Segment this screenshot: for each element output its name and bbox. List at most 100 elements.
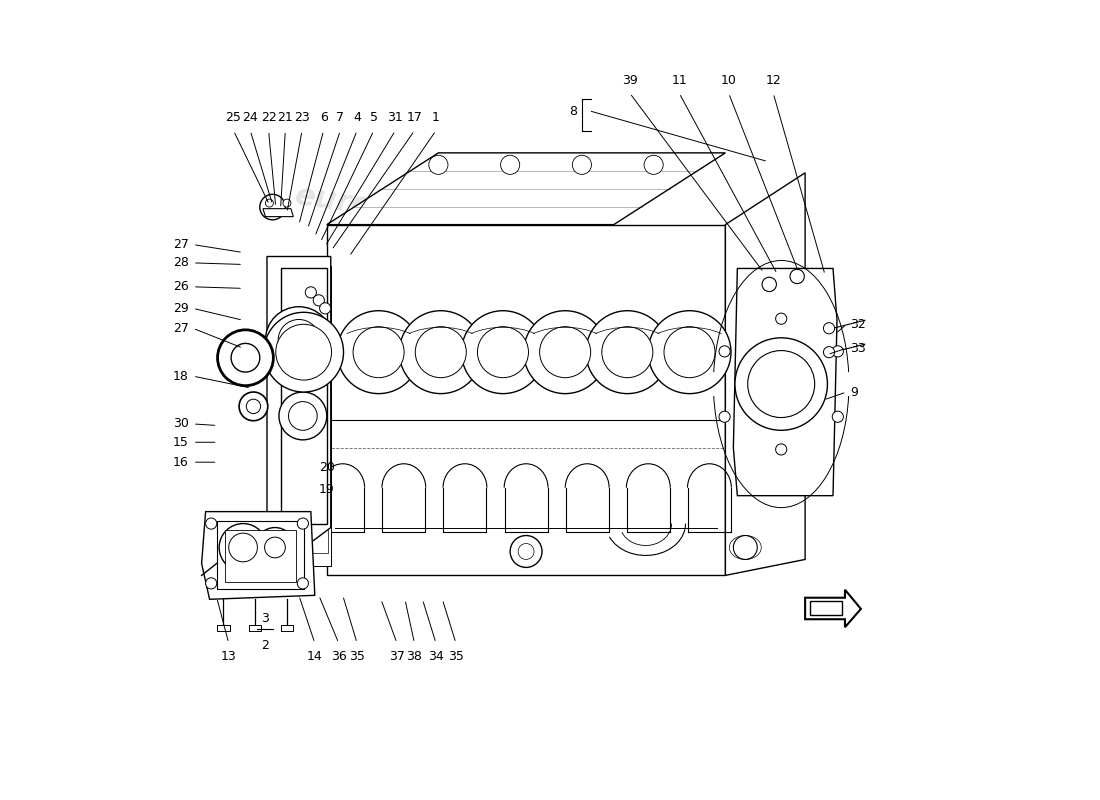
Text: 38: 38 <box>407 650 422 662</box>
Text: 8: 8 <box>569 105 578 118</box>
Circle shape <box>586 310 669 394</box>
Circle shape <box>824 346 835 358</box>
Circle shape <box>766 352 781 368</box>
Circle shape <box>735 338 827 430</box>
Circle shape <box>500 155 519 174</box>
Text: 35: 35 <box>349 650 365 662</box>
Text: 21: 21 <box>277 111 294 124</box>
Polygon shape <box>805 590 861 627</box>
Text: 17: 17 <box>407 111 422 124</box>
Text: 34: 34 <box>428 650 444 662</box>
Circle shape <box>734 535 757 559</box>
Text: 2: 2 <box>262 639 270 652</box>
Circle shape <box>719 411 730 422</box>
Circle shape <box>399 310 482 394</box>
Text: 33: 33 <box>850 342 867 354</box>
Bar <box>224 530 297 582</box>
Polygon shape <box>249 625 262 631</box>
Circle shape <box>477 326 528 378</box>
Text: 4: 4 <box>353 111 361 124</box>
Text: 36: 36 <box>331 650 346 662</box>
Circle shape <box>219 523 267 571</box>
Circle shape <box>206 518 217 529</box>
Text: 18: 18 <box>173 370 189 382</box>
Circle shape <box>206 578 217 589</box>
Text: 25: 25 <box>226 111 241 124</box>
Text: 22: 22 <box>261 111 276 124</box>
Circle shape <box>572 155 592 174</box>
Text: 24: 24 <box>242 111 258 124</box>
Text: 5: 5 <box>370 111 377 124</box>
Text: eurospares: eurospares <box>293 181 488 237</box>
Polygon shape <box>267 257 331 563</box>
Bar <box>217 521 305 589</box>
Text: eurospares: eurospares <box>596 473 791 518</box>
Text: 15: 15 <box>173 436 189 449</box>
Polygon shape <box>311 279 329 553</box>
Text: 11: 11 <box>671 74 688 86</box>
Circle shape <box>762 278 777 291</box>
Circle shape <box>276 324 331 380</box>
Circle shape <box>279 392 327 440</box>
Circle shape <box>776 313 786 324</box>
Circle shape <box>306 286 317 298</box>
Circle shape <box>320 302 331 314</box>
Circle shape <box>766 273 781 288</box>
Text: 29: 29 <box>173 302 189 315</box>
Circle shape <box>265 537 285 558</box>
Text: 12: 12 <box>766 74 781 86</box>
Circle shape <box>524 310 606 394</box>
Polygon shape <box>725 173 805 575</box>
Circle shape <box>337 310 420 394</box>
Circle shape <box>239 392 267 421</box>
Text: 1: 1 <box>432 111 440 124</box>
Circle shape <box>833 346 844 357</box>
Circle shape <box>429 155 448 174</box>
Polygon shape <box>280 269 327 523</box>
Polygon shape <box>305 266 331 566</box>
Text: 10: 10 <box>720 74 737 86</box>
Circle shape <box>231 343 260 372</box>
Text: 7: 7 <box>337 111 344 124</box>
Text: 28: 28 <box>173 256 189 270</box>
Circle shape <box>265 306 332 374</box>
Polygon shape <box>263 209 294 217</box>
Polygon shape <box>734 269 837 496</box>
Text: 39: 39 <box>621 74 638 86</box>
Circle shape <box>510 535 542 567</box>
Circle shape <box>748 350 815 418</box>
Circle shape <box>776 444 786 455</box>
Text: 14: 14 <box>307 650 322 662</box>
Circle shape <box>218 330 274 386</box>
Circle shape <box>518 543 535 559</box>
Circle shape <box>824 322 835 334</box>
Text: 27: 27 <box>173 322 189 334</box>
Text: 35: 35 <box>448 650 464 662</box>
Circle shape <box>314 294 324 306</box>
Polygon shape <box>327 153 725 225</box>
Polygon shape <box>201 512 315 599</box>
Circle shape <box>602 326 652 378</box>
Circle shape <box>462 310 544 394</box>
Text: 19: 19 <box>319 482 334 496</box>
Text: 9: 9 <box>850 386 858 398</box>
Text: 6: 6 <box>320 111 328 124</box>
Circle shape <box>297 578 308 589</box>
Text: 13: 13 <box>221 650 236 662</box>
Circle shape <box>229 533 257 562</box>
Circle shape <box>283 199 290 207</box>
Circle shape <box>255 527 295 567</box>
Text: 23: 23 <box>294 111 310 124</box>
Circle shape <box>648 310 732 394</box>
Bar <box>810 601 842 615</box>
Circle shape <box>297 518 308 529</box>
Circle shape <box>664 326 715 378</box>
Circle shape <box>265 199 274 207</box>
Circle shape <box>766 440 781 456</box>
Circle shape <box>260 194 285 220</box>
Text: 3: 3 <box>262 612 270 625</box>
Circle shape <box>246 399 261 414</box>
Circle shape <box>353 326 404 378</box>
Circle shape <box>288 402 317 430</box>
Text: 20: 20 <box>319 462 334 474</box>
